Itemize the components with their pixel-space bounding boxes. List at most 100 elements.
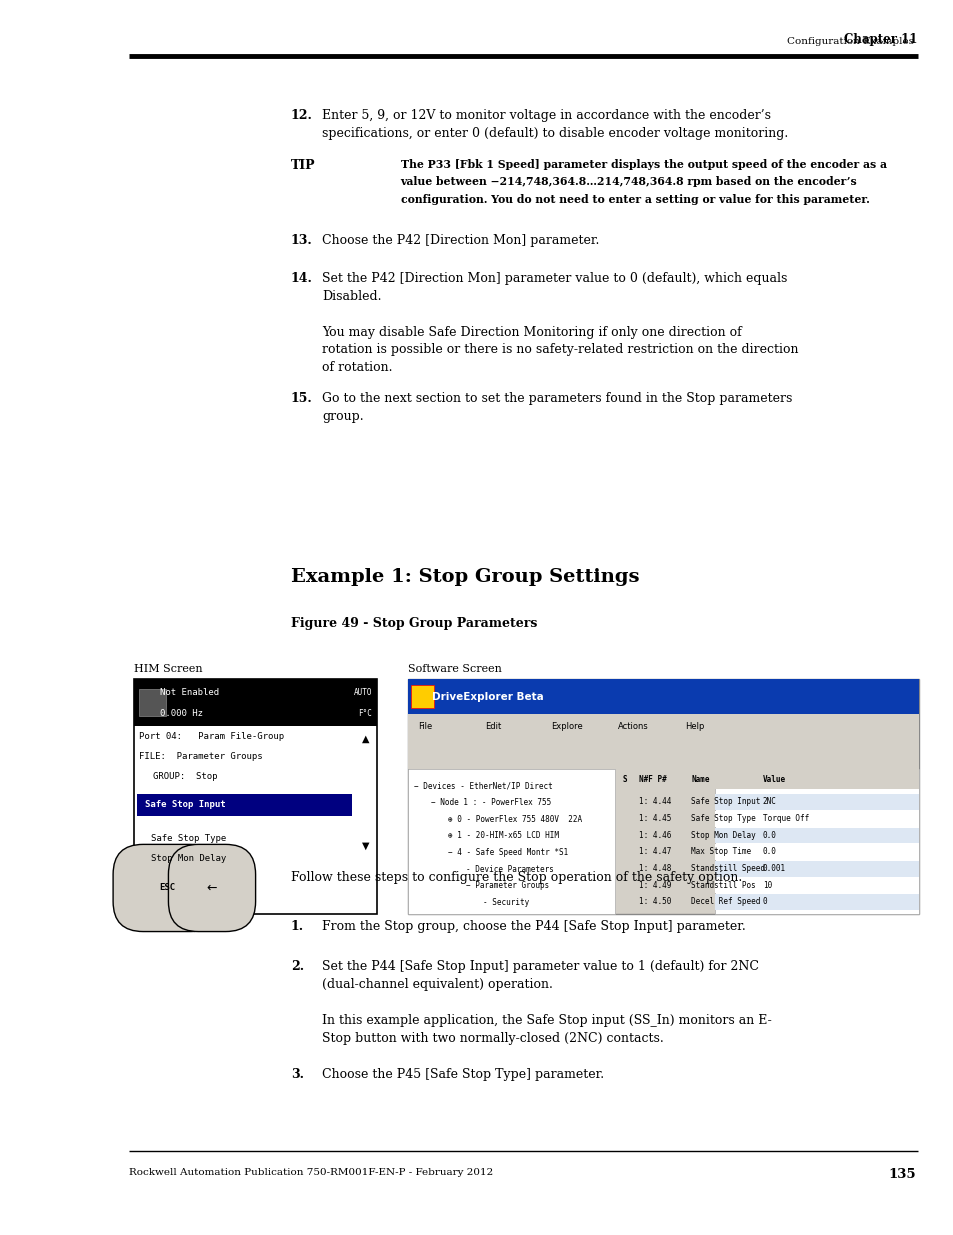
Text: 15.: 15.	[291, 391, 313, 405]
Text: Choose the P45 [Safe Stop Type] parameter.: Choose the P45 [Safe Stop Type] paramete…	[322, 1067, 604, 1081]
Text: Value: Value	[762, 774, 785, 784]
Text: 0: 0	[762, 898, 767, 906]
Text: 1: 4.44: 1: 4.44	[639, 798, 671, 806]
Text: 0.0: 0.0	[762, 847, 776, 856]
Bar	[714, 861, 918, 877]
Text: ←: ←	[207, 882, 217, 894]
Text: DriveExplorer Beta: DriveExplorer Beta	[432, 692, 543, 701]
Text: 0.0: 0.0	[762, 831, 776, 840]
Text: GROUP:  Stop: GROUP: Stop	[152, 772, 217, 781]
Text: Follow these steps to configure the Stop operation of the safety option.: Follow these steps to configure the Stop…	[291, 871, 741, 884]
Bar	[714, 878, 918, 893]
Text: 0.001: 0.001	[762, 864, 785, 873]
Text: N#F P#: N#F P#	[639, 774, 666, 784]
Text: S: S	[622, 774, 627, 784]
Text: Go to the next section to set the parameters found in the Stop parameters: Go to the next section to set the parame…	[322, 391, 792, 405]
Text: Rockwell Automation Publication 750-RM001F-EN-P - February 2012: Rockwell Automation Publication 750-RM00…	[129, 1168, 493, 1177]
Text: − Devices - EtherNet/IP Direct: − Devices - EtherNet/IP Direct	[414, 782, 552, 790]
Text: ▲: ▲	[361, 734, 369, 743]
Bar	[714, 769, 918, 914]
Bar	[408, 769, 615, 914]
Bar	[139, 689, 166, 716]
Text: Safe Stop Input: Safe Stop Input	[691, 798, 760, 806]
Text: Actions: Actions	[618, 721, 648, 731]
Text: (dual-channel equivalent) operation.: (dual-channel equivalent) operation.	[322, 978, 553, 990]
Bar	[408, 714, 918, 739]
Text: rotation is possible or there is no safety-related restriction on the direction: rotation is possible or there is no safe…	[322, 343, 798, 357]
Text: TIP: TIP	[291, 159, 315, 172]
Text: HIM Screen: HIM Screen	[133, 664, 202, 674]
Text: 10: 10	[762, 881, 771, 889]
Text: Set the P42 [Direction Mon] parameter value to 0 (default), which equals: Set the P42 [Direction Mon] parameter va…	[322, 272, 787, 285]
Text: configuration. You do not need to enter a setting or value for this parameter.: configuration. You do not need to enter …	[400, 194, 868, 205]
Text: Standstill Speed: Standstill Speed	[691, 864, 764, 873]
Text: In this example application, the Safe Stop input (SS_In) monitors an E-: In this example application, the Safe St…	[322, 1014, 771, 1026]
Text: Stop button with two normally-closed (2NC) contacts.: Stop button with two normally-closed (2N…	[322, 1031, 663, 1045]
Text: − Node 1 : - PowerFlex 755: − Node 1 : - PowerFlex 755	[431, 798, 551, 808]
Text: Configuration Examples: Configuration Examples	[786, 37, 913, 46]
Text: value between −214,748,364.8…214,748,364.8 rpm based on the encoder’s: value between −214,748,364.8…214,748,364…	[400, 177, 857, 188]
Text: 1: 4.45: 1: 4.45	[639, 814, 671, 823]
Bar	[714, 811, 918, 826]
Text: Chapter 11: Chapter 11	[843, 32, 917, 46]
Text: - Security: - Security	[482, 898, 528, 908]
Text: 1: 4.48: 1: 4.48	[639, 864, 671, 873]
Text: Name: Name	[691, 774, 709, 784]
Text: 1: 4.50: 1: 4.50	[639, 898, 671, 906]
Text: ▼: ▼	[361, 841, 369, 851]
FancyBboxPatch shape	[169, 845, 255, 931]
Bar	[714, 894, 918, 910]
Text: Safe Stop Input: Safe Stop Input	[145, 800, 226, 809]
Text: Figure 49 - Stop Group Parameters: Figure 49 - Stop Group Parameters	[291, 618, 537, 631]
Text: Stop Mon Delay: Stop Mon Delay	[691, 831, 756, 840]
Text: AUTO: AUTO	[354, 688, 372, 697]
Text: 0.000 Hz: 0.000 Hz	[160, 709, 203, 718]
Text: Torque Off: Torque Off	[762, 814, 808, 823]
Bar	[714, 769, 918, 789]
Text: specifications, or enter 0 (default) to disable encoder voltage monitoring.: specifications, or enter 0 (default) to …	[322, 127, 788, 140]
Text: ⊕ 1 - 20-HIM-x65 LCD HIM: ⊕ 1 - 20-HIM-x65 LCD HIM	[448, 831, 558, 841]
Text: 13.: 13.	[291, 233, 313, 247]
Text: Disabled.: Disabled.	[322, 290, 381, 303]
Text: From the Stop group, choose the P44 [Safe Stop Input] parameter.: From the Stop group, choose the P44 [Saf…	[322, 920, 745, 934]
Bar	[133, 679, 376, 726]
FancyBboxPatch shape	[113, 845, 220, 931]
Text: Set the P44 [Safe Stop Input] parameter value to 1 (default) for 2NC: Set the P44 [Safe Stop Input] parameter …	[322, 960, 759, 973]
Text: Help: Help	[684, 721, 703, 731]
Text: group.: group.	[322, 410, 364, 422]
Text: of rotation.: of rotation.	[322, 362, 393, 374]
Text: Port 04:   Param File-Group: Port 04: Param File-Group	[139, 732, 284, 741]
Bar	[714, 794, 918, 810]
Text: Explore: Explore	[551, 721, 582, 731]
Bar	[714, 827, 918, 844]
Text: Standstill Pos: Standstill Pos	[691, 881, 756, 889]
Text: Decel Ref Speed: Decel Ref Speed	[691, 898, 760, 906]
Text: FILE:  Parameter Groups: FILE: Parameter Groups	[139, 752, 263, 761]
Text: ESC: ESC	[159, 883, 174, 893]
Text: − 4 - Safe Speed Montr *S1: − 4 - Safe Speed Montr *S1	[448, 848, 568, 857]
Text: Edit: Edit	[484, 721, 500, 731]
Text: Safe Stop Type: Safe Stop Type	[151, 834, 226, 844]
Text: File: File	[417, 721, 432, 731]
Text: Enter 5, 9, or 12V to monitor voltage in accordance with the encoder’s: Enter 5, 9, or 12V to monitor voltage in…	[322, 109, 771, 122]
Text: 1: 4.49: 1: 4.49	[639, 881, 671, 889]
Bar	[133, 679, 376, 914]
Text: Example 1: Stop Group Settings: Example 1: Stop Group Settings	[291, 568, 639, 587]
Bar	[411, 685, 434, 708]
Text: 2NC: 2NC	[762, 798, 776, 806]
Text: Max Stop Time: Max Stop Time	[691, 847, 751, 856]
Text: - Device Parameters: - Device Parameters	[465, 864, 553, 874]
Text: 3.: 3.	[291, 1067, 304, 1081]
Text: Stop Mon Delay: Stop Mon Delay	[151, 853, 226, 863]
Text: 14.: 14.	[291, 272, 313, 285]
Text: ⊕ 0 - PowerFlex 755 480V  22A: ⊕ 0 - PowerFlex 755 480V 22A	[448, 815, 582, 824]
Bar	[408, 679, 918, 714]
Text: F°C: F°C	[357, 709, 372, 718]
Text: 1.: 1.	[291, 920, 304, 934]
Text: Choose the P42 [Direction Mon] parameter.: Choose the P42 [Direction Mon] parameter…	[322, 233, 599, 247]
Text: 2.: 2.	[291, 960, 304, 973]
Text: 12.: 12.	[291, 109, 313, 122]
Text: 135: 135	[887, 1168, 915, 1182]
Bar	[137, 794, 352, 816]
Text: 1: 4.46: 1: 4.46	[639, 831, 671, 840]
